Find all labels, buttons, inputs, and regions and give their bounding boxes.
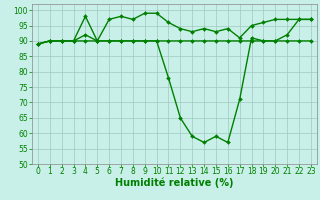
X-axis label: Humidité relative (%): Humidité relative (%) bbox=[115, 177, 234, 188]
